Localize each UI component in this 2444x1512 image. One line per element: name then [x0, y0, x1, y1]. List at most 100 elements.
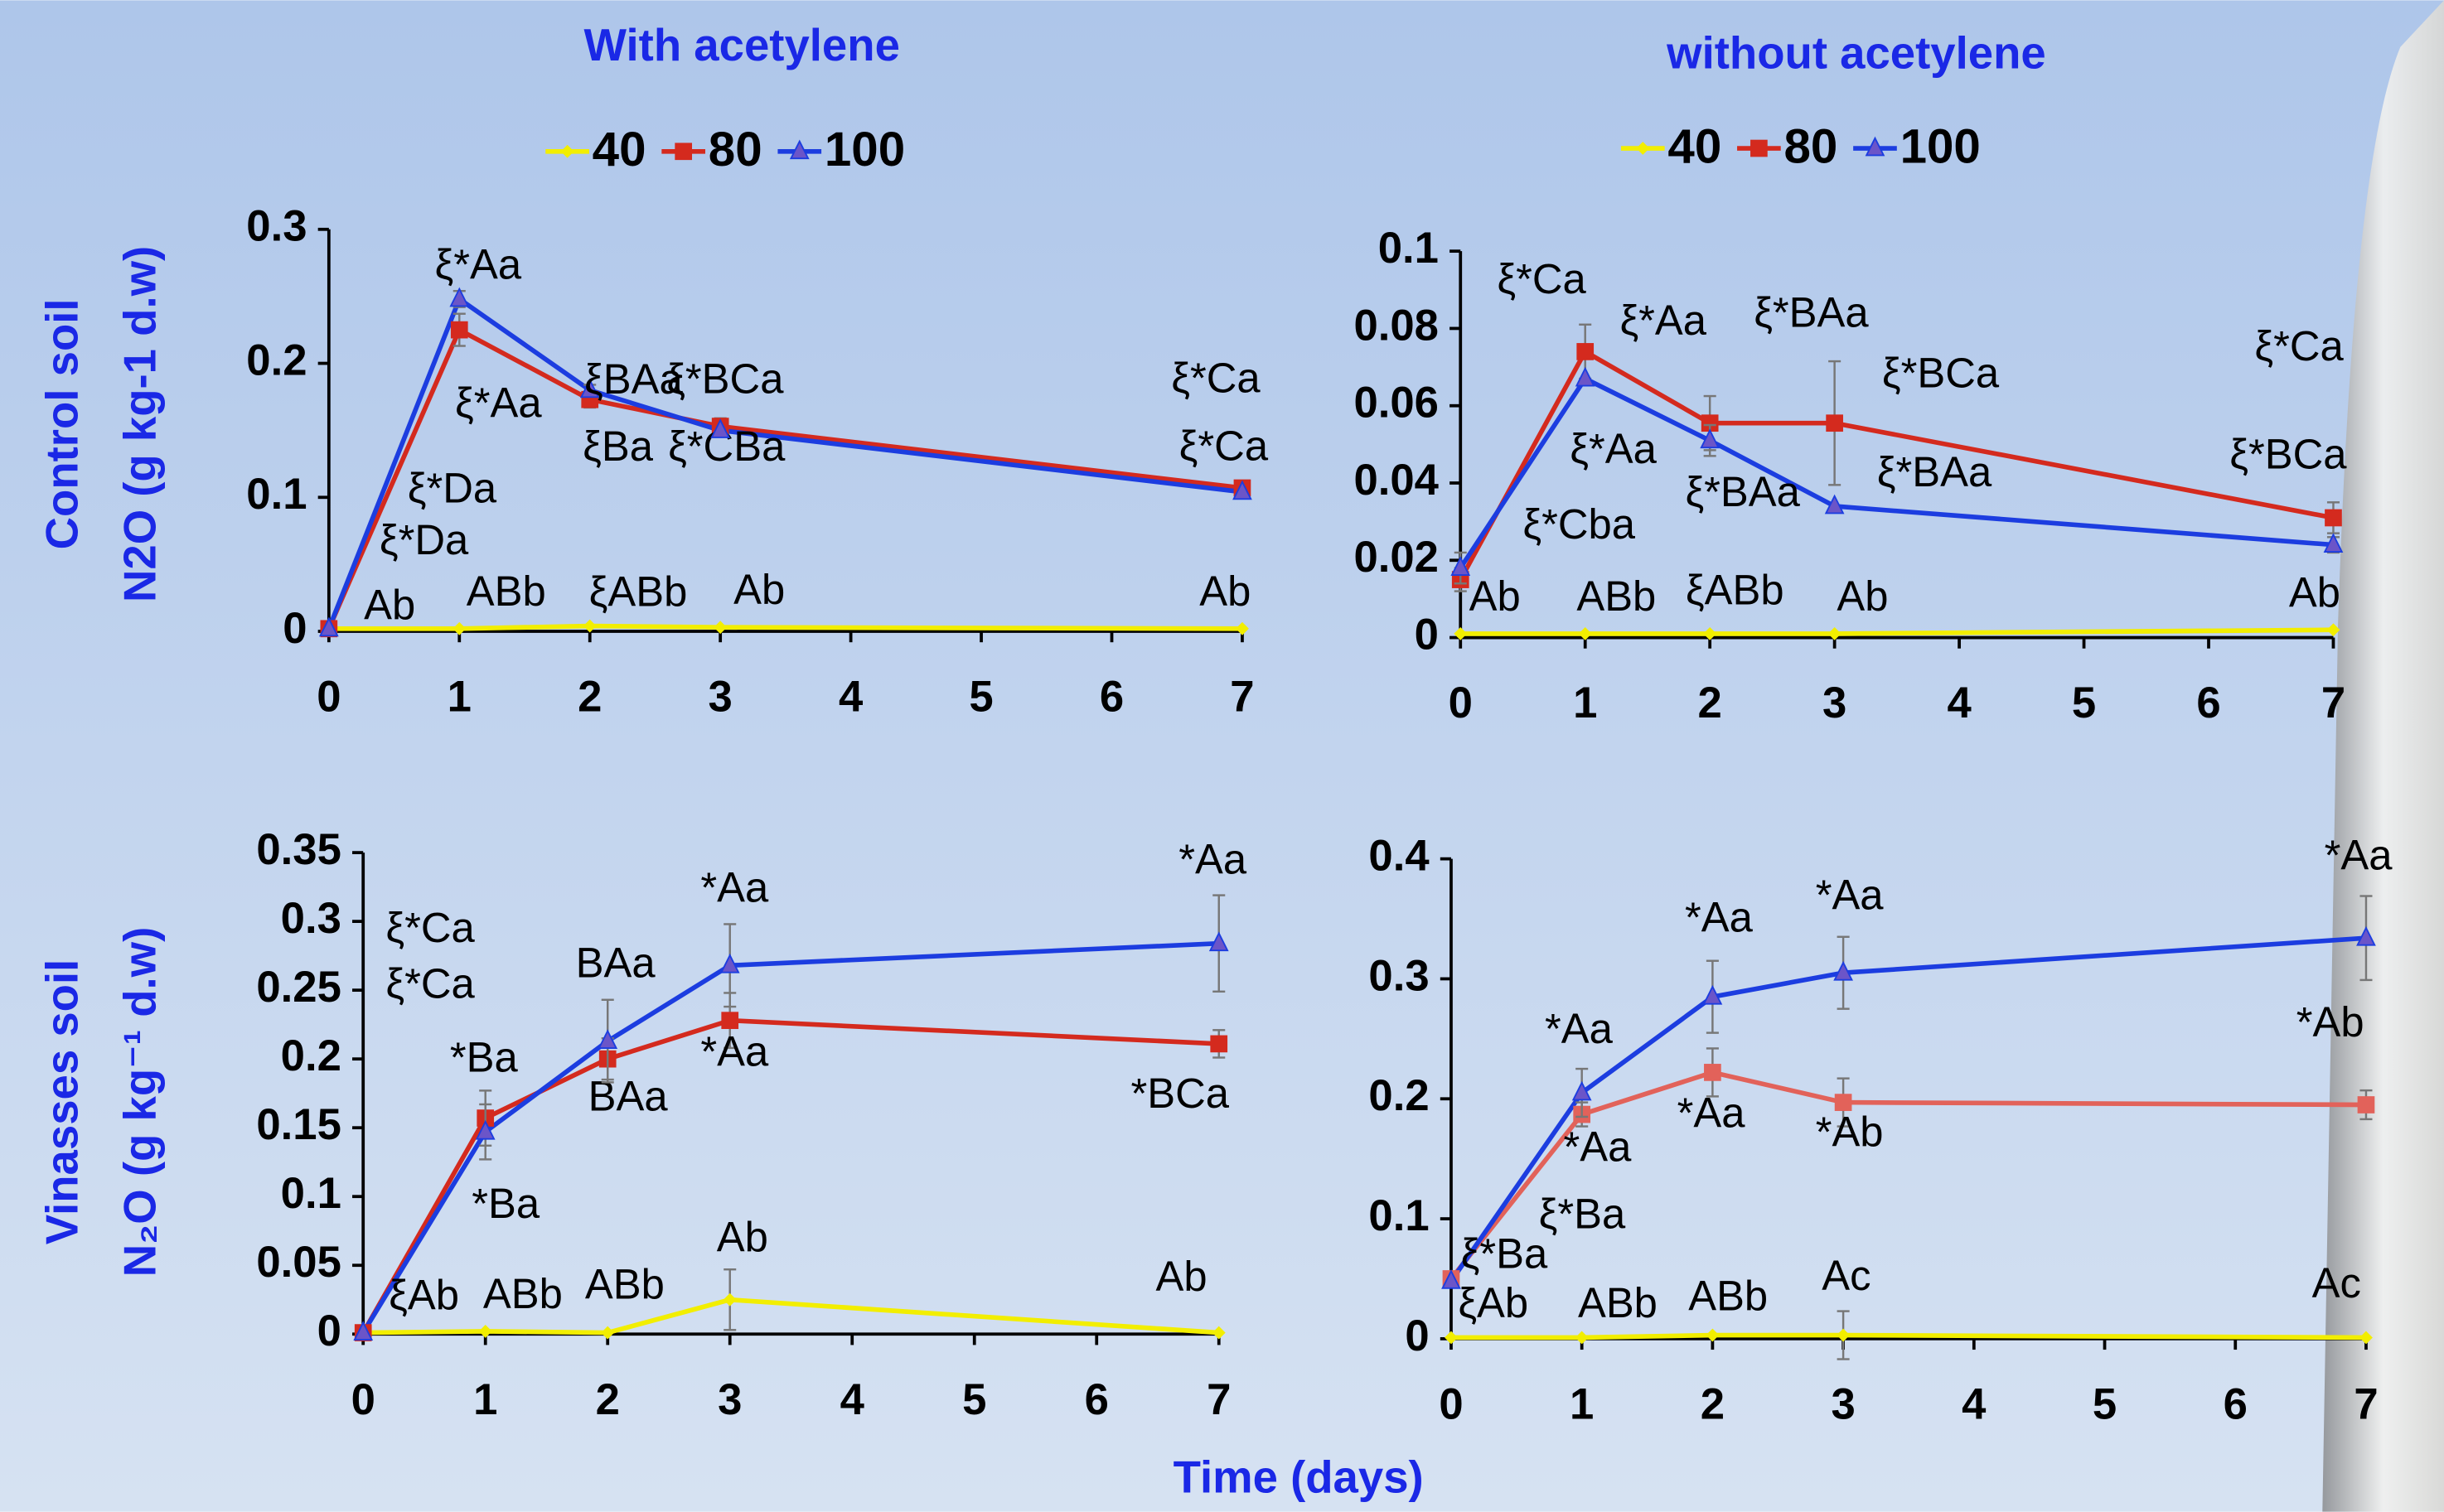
point-label: *Aa [1677, 1089, 1746, 1136]
y-tick-label: 0.15 [256, 1100, 341, 1149]
y-tick-label: 0.02 [1353, 533, 1438, 582]
y-tick-label: 0.08 [1353, 301, 1438, 350]
y-tick-label: 0.04 [1353, 456, 1438, 505]
x-tick-label: 5 [962, 1375, 986, 1424]
legend-label: 80 [1783, 119, 1837, 173]
x-tick-label: 5 [969, 673, 993, 722]
y-tick-label: 0.25 [256, 963, 341, 1012]
point-label: Ac [2312, 1259, 2361, 1307]
y-tick-label: 0.2 [281, 1031, 341, 1080]
point-label: ξAb [1458, 1279, 1528, 1326]
data-point [1826, 414, 1843, 432]
x-tick-label: 0 [1449, 679, 1473, 727]
point-label: ξ*Ba [1539, 1191, 1626, 1238]
x-tick-label: 0 [1439, 1380, 1463, 1429]
y-tick-label: 0.4 [1368, 832, 1429, 881]
y-tick-label: 0.3 [1368, 951, 1429, 1000]
x-tick-label: 6 [1085, 1375, 1109, 1424]
point-label: *Ab [1816, 1109, 1884, 1156]
data-point [1576, 343, 1594, 360]
point-label: Ab [1837, 572, 1888, 620]
point-label: Ab [1156, 1253, 1207, 1300]
x-tick-label: 4 [839, 673, 863, 722]
point-label: ξ*Ca [385, 904, 475, 951]
point-label: ξ*Ca [1497, 255, 1586, 302]
y-tick-label: 0 [1405, 1312, 1429, 1360]
point-label: ξ*Aa [1570, 425, 1657, 472]
point-label: ξ*Ca [385, 959, 475, 1007]
data-point [451, 321, 468, 339]
legend-label: 40 [1667, 119, 1721, 173]
point-label: ξABb [589, 568, 688, 615]
y-tick-label: 0.3 [281, 894, 341, 943]
figure: Time (days) 0 0.1 0.2 0.3 0 1 2 3 4 5 6 7 With acety… [0, 0, 2444, 1512]
point-label: ξ*Aa [455, 379, 542, 427]
legend-label: 100 [825, 123, 905, 176]
x-tick-label: 3 [718, 1375, 742, 1424]
point-label: *Aa [1178, 835, 1247, 882]
x-tick-label: 3 [1831, 1380, 1855, 1429]
x-tick-label: 0 [317, 673, 341, 722]
legend-label: 40 [593, 123, 646, 176]
point-label: ξ*BCa [2229, 431, 2347, 478]
point-label: ξ*BAa [1685, 468, 1800, 515]
y-tick-label: 0.1 [281, 1169, 341, 1218]
point-label: Ab [1199, 568, 1251, 615]
point-label: *Aa [1564, 1123, 1633, 1171]
data-point [1704, 1064, 1721, 1081]
point-label: ABb [483, 1270, 563, 1317]
point-label: ξ*Da [380, 516, 469, 563]
point-label: ξAb [389, 1272, 459, 1319]
point-label: *Aa [700, 1027, 769, 1075]
y-tick-label: 0.2 [1368, 1071, 1429, 1120]
point-label: BAa [576, 940, 656, 987]
point-label: ABb [585, 1260, 665, 1307]
point-label: Ab [2289, 568, 2340, 616]
point-label: *Aa [700, 863, 769, 911]
point-label: Ab [364, 582, 415, 629]
series-line [329, 626, 1242, 629]
x-tick-label: 7 [2354, 1380, 2378, 1429]
chart-title: With acetylene [584, 20, 900, 70]
point-label: ABb [1688, 1273, 1768, 1320]
y-tick-label: 0 [1415, 610, 1439, 659]
y-tick-label: 0.3 [246, 202, 307, 251]
x-tick-label: 7 [1207, 1375, 1231, 1424]
x-tick-label: 2 [1701, 1380, 1725, 1429]
point-label: ξ*Ba [1461, 1230, 1548, 1278]
x-tick-label: 6 [2224, 1380, 2248, 1429]
point-label: Ab [717, 1214, 768, 1261]
y-tick-label: 0.05 [256, 1238, 341, 1287]
point-label: ξ*Ca [2254, 322, 2344, 370]
point-label: *BCa [1130, 1070, 1229, 1117]
point-label: ξ*BAa [1754, 288, 1869, 336]
y-tick-label: 0.06 [1353, 379, 1438, 428]
point-label: ξ*Aa [435, 241, 522, 288]
point-label: ABb [1576, 572, 1656, 620]
x-tick-label: 0 [351, 1375, 375, 1424]
y-tick-label: 0.1 [246, 470, 307, 519]
point-label: ξ*Da [408, 465, 497, 512]
y-tick-label: 0 [317, 1307, 341, 1355]
x-tick-label: 2 [596, 1375, 620, 1424]
point-label: ξABb [1686, 566, 1784, 613]
point-label: Ab [733, 566, 785, 613]
x-tick-label: 1 [448, 673, 472, 722]
y-tick-label: 0.1 [1378, 224, 1439, 273]
point-label: ξ*Aa [1619, 297, 1706, 344]
x-tick-label: 3 [1822, 679, 1846, 727]
legend-marker [1750, 140, 1768, 157]
x-tick-label: 4 [1962, 1380, 1986, 1429]
data-point [721, 1012, 738, 1029]
point-label: ξ*BCa [1882, 350, 2000, 397]
legend-label: 80 [709, 123, 762, 176]
point-label: ξ*CBa [668, 423, 786, 470]
x-axis-label: Time (days) [1174, 1452, 1424, 1502]
series-line [1451, 1336, 2366, 1338]
x-tick-label: 6 [2196, 679, 2220, 727]
data-point [2325, 510, 2342, 527]
point-label: *Ba [450, 1033, 519, 1080]
y-axis-label: N2O (g kg-1 d.w) [114, 246, 165, 602]
point-label: BAa [588, 1072, 669, 1119]
x-tick-label: 1 [1570, 1380, 1594, 1429]
